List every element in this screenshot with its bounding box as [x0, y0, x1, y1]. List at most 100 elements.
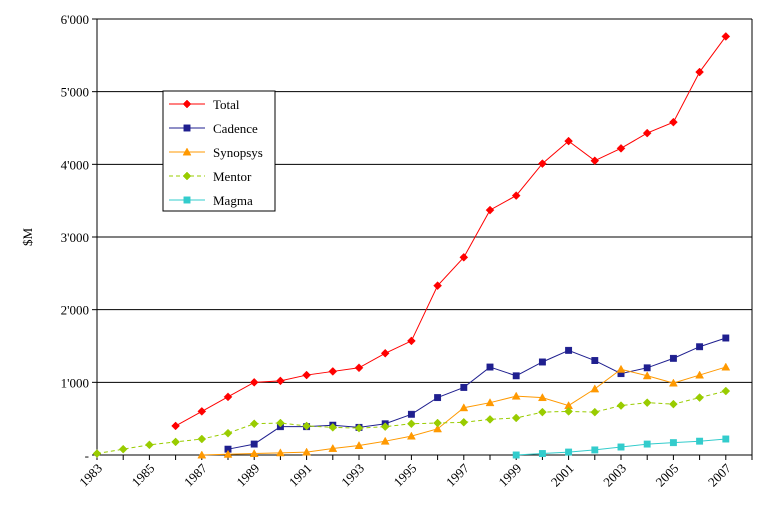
x-tick-label: 1985 — [129, 461, 158, 490]
data-point — [511, 391, 521, 400]
data-point — [182, 171, 192, 181]
data-point — [722, 435, 730, 443]
legend: Total Cadence Synopsys Mentor Magma — [162, 90, 276, 212]
y-tick-label: - — [85, 448, 89, 463]
series-magma — [512, 435, 730, 459]
data-point — [302, 447, 312, 456]
data-point — [171, 421, 180, 431]
data-point — [434, 394, 442, 402]
data-point — [643, 440, 651, 448]
data-point — [511, 413, 521, 423]
data-point — [669, 399, 678, 409]
series-cadence — [224, 334, 730, 453]
series-synopsys — [197, 362, 731, 459]
data-point — [564, 136, 573, 146]
data-point — [380, 422, 390, 432]
data-point — [380, 436, 390, 445]
data-point — [721, 386, 731, 396]
data-point — [591, 357, 599, 364]
data-point — [433, 418, 442, 428]
data-point — [512, 451, 520, 459]
data-point — [616, 401, 626, 410]
data-point — [459, 417, 469, 427]
data-point — [197, 450, 207, 459]
x-tick-label: 2005 — [653, 461, 682, 490]
data-point — [668, 378, 678, 387]
data-point — [276, 376, 285, 386]
data-point — [590, 156, 600, 166]
data-point — [565, 448, 573, 456]
data-point — [696, 437, 704, 445]
data-point — [617, 443, 625, 451]
y-tick-label: 1'000 — [61, 375, 89, 390]
x-tick-label: 1997 — [443, 460, 472, 489]
data-point — [643, 364, 651, 372]
data-point — [511, 191, 521, 200]
data-point — [669, 354, 677, 362]
data-point — [538, 407, 547, 417]
data-point — [537, 393, 547, 402]
data-point — [642, 128, 652, 138]
data-point — [538, 358, 546, 366]
series-mentor — [92, 386, 731, 458]
data-point — [223, 392, 233, 402]
data-point — [302, 370, 311, 380]
legend-item: Total — [169, 97, 240, 112]
data-point — [485, 415, 495, 424]
data-point — [459, 403, 469, 412]
data-point — [407, 410, 415, 418]
series-layer — [92, 32, 731, 459]
legend-label: Magma — [213, 193, 253, 208]
data-point — [197, 434, 207, 444]
data-point — [276, 418, 285, 428]
data-point — [722, 334, 730, 342]
legend-label: Cadence — [213, 121, 258, 136]
data-point — [197, 407, 207, 416]
axes: - 1'000 2'000 3'000 4'000 5'000 6'000 1983 1985 1… — [61, 12, 753, 490]
series-total — [171, 32, 731, 431]
series-line — [227, 337, 726, 450]
legend-label: Synopsys — [213, 145, 263, 160]
data-point — [223, 428, 233, 438]
legend-label: Mentor — [213, 169, 252, 184]
data-point — [565, 346, 573, 354]
data-point — [145, 440, 154, 450]
data-point — [459, 252, 469, 262]
y-tick-label: 6'000 — [61, 12, 89, 27]
data-point — [407, 336, 416, 346]
data-point — [380, 348, 390, 358]
data-point — [183, 124, 191, 132]
data-point — [485, 205, 495, 215]
data-point — [485, 398, 495, 407]
x-tick-label: 1983 — [76, 461, 105, 490]
data-point — [616, 364, 626, 373]
x-tick-label: 1989 — [233, 461, 262, 490]
data-point — [538, 159, 547, 168]
data-point — [564, 407, 573, 416]
x-tick-label: 1993 — [338, 461, 367, 490]
data-point — [328, 423, 338, 432]
data-point — [721, 32, 731, 41]
data-point — [616, 143, 626, 153]
data-point — [249, 419, 259, 429]
data-point — [721, 362, 731, 371]
data-point — [354, 363, 364, 373]
legend-item: Magma — [169, 193, 253, 208]
y-tick-label: 4'000 — [61, 157, 89, 172]
data-point — [223, 449, 233, 458]
data-point — [669, 439, 677, 447]
data-point — [328, 367, 338, 376]
x-tick-label: 1999 — [495, 461, 524, 490]
x-tick-label: 2001 — [548, 461, 577, 490]
data-point — [406, 431, 416, 440]
legend-item: Cadence — [169, 121, 258, 136]
data-point — [182, 99, 192, 109]
data-point — [354, 441, 364, 450]
data-point — [171, 437, 180, 447]
data-point — [669, 117, 678, 127]
legend-item: Mentor — [169, 169, 252, 184]
data-point — [249, 377, 259, 387]
data-point — [590, 407, 600, 417]
